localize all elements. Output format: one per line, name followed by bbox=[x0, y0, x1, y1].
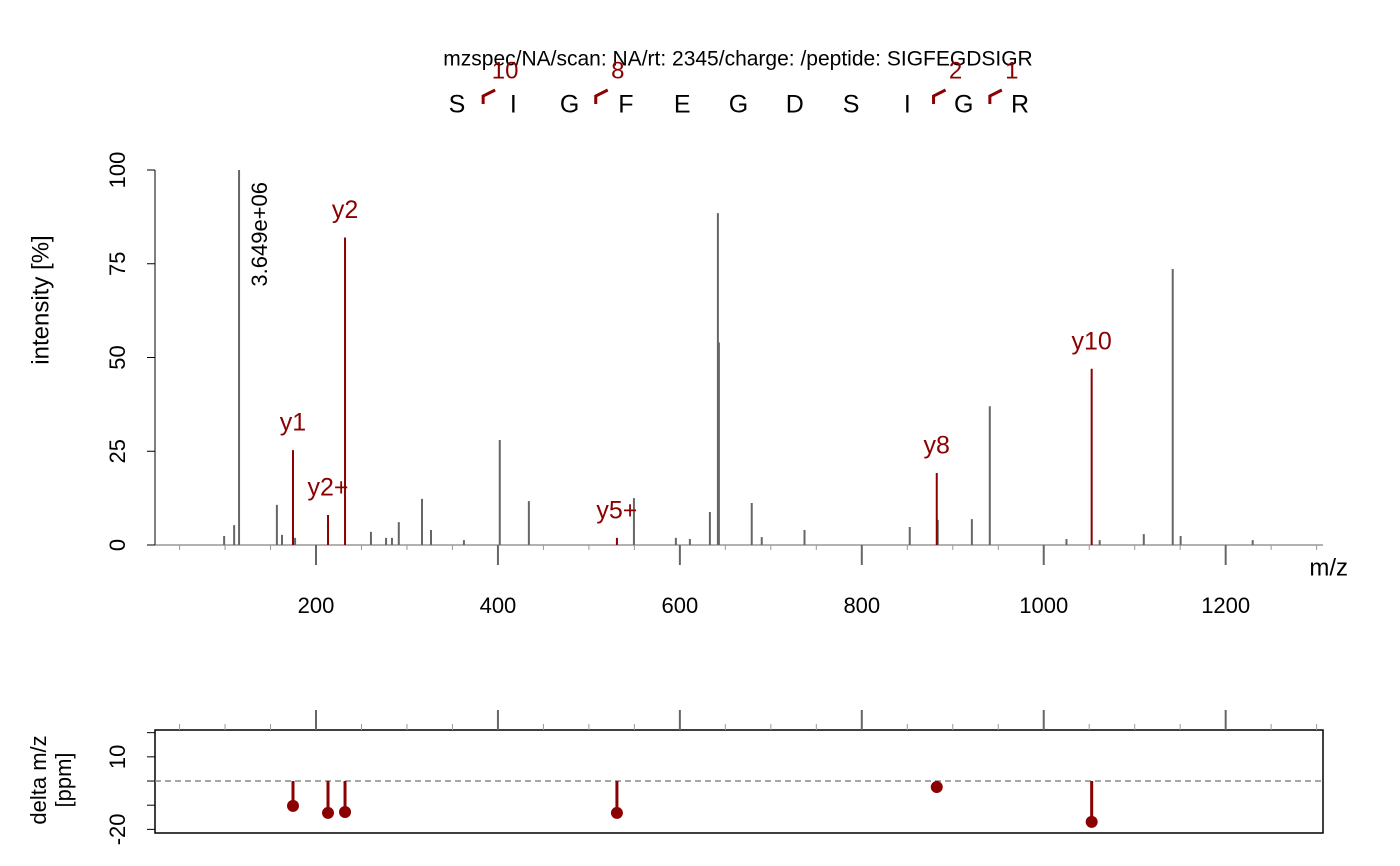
stem-point bbox=[930, 781, 943, 794]
stem-point bbox=[1085, 815, 1098, 828]
x-tick-label: 800 bbox=[843, 593, 880, 618]
residue: I bbox=[510, 91, 517, 119]
y-tick-label: -20 bbox=[105, 813, 130, 845]
peak-label: y2+ bbox=[308, 474, 349, 502]
residue: E bbox=[674, 91, 691, 119]
residue: F bbox=[618, 91, 633, 119]
base-peak-annotation: 3.649e+06 bbox=[247, 182, 272, 287]
residue: D bbox=[786, 91, 804, 119]
residue: G bbox=[954, 91, 973, 119]
x-tick-label: 200 bbox=[298, 593, 335, 618]
stem-point bbox=[339, 805, 352, 818]
y-tick-label: 50 bbox=[105, 345, 130, 369]
fragment-label: 2 bbox=[949, 57, 962, 84]
x-tick-label: 400 bbox=[480, 593, 517, 618]
x-tick-label: 600 bbox=[662, 593, 699, 618]
residue: G bbox=[560, 91, 579, 119]
y-tick-label: 10 bbox=[105, 745, 130, 769]
fragment-label: 1 bbox=[1005, 57, 1018, 84]
fragment-marker bbox=[932, 88, 947, 104]
stem-point bbox=[286, 799, 299, 812]
peak-label: y1 bbox=[280, 409, 306, 437]
y-tick-label: 0 bbox=[105, 539, 130, 551]
peak-label: y5+ bbox=[596, 496, 637, 524]
y-axis-label: [ppm] bbox=[51, 752, 76, 807]
peak-label: y10 bbox=[1072, 327, 1112, 355]
stem-point bbox=[610, 806, 623, 819]
fragment-marker bbox=[594, 88, 609, 104]
x-axis-label: m/z bbox=[1309, 554, 1348, 581]
x-tick-label: 1200 bbox=[1201, 593, 1250, 618]
y-tick-label: 100 bbox=[105, 152, 130, 189]
residue: R bbox=[1011, 91, 1029, 119]
fragment-label: 8 bbox=[611, 57, 624, 84]
residue: G bbox=[729, 91, 748, 119]
peak-label: y8 bbox=[924, 432, 950, 460]
y-tick-label: 25 bbox=[105, 439, 130, 463]
fragment-marker bbox=[988, 88, 1003, 104]
y-tick-label: 75 bbox=[105, 252, 130, 276]
fragment-label: 10 bbox=[492, 57, 519, 84]
residue: S bbox=[449, 91, 466, 119]
y-axis-label: delta m/z bbox=[26, 735, 51, 824]
chart-title: mzspec/NA/scan: NA/rt: 2345/charge: /pep… bbox=[443, 48, 1032, 71]
fragment-marker bbox=[481, 88, 496, 104]
x-tick-label: 1000 bbox=[1019, 593, 1068, 618]
residue: I bbox=[904, 91, 911, 119]
peak-label: y2 bbox=[332, 196, 358, 224]
stem-point bbox=[322, 806, 335, 819]
y-axis-label: intensity [%] bbox=[27, 235, 54, 364]
residue: S bbox=[843, 91, 860, 119]
